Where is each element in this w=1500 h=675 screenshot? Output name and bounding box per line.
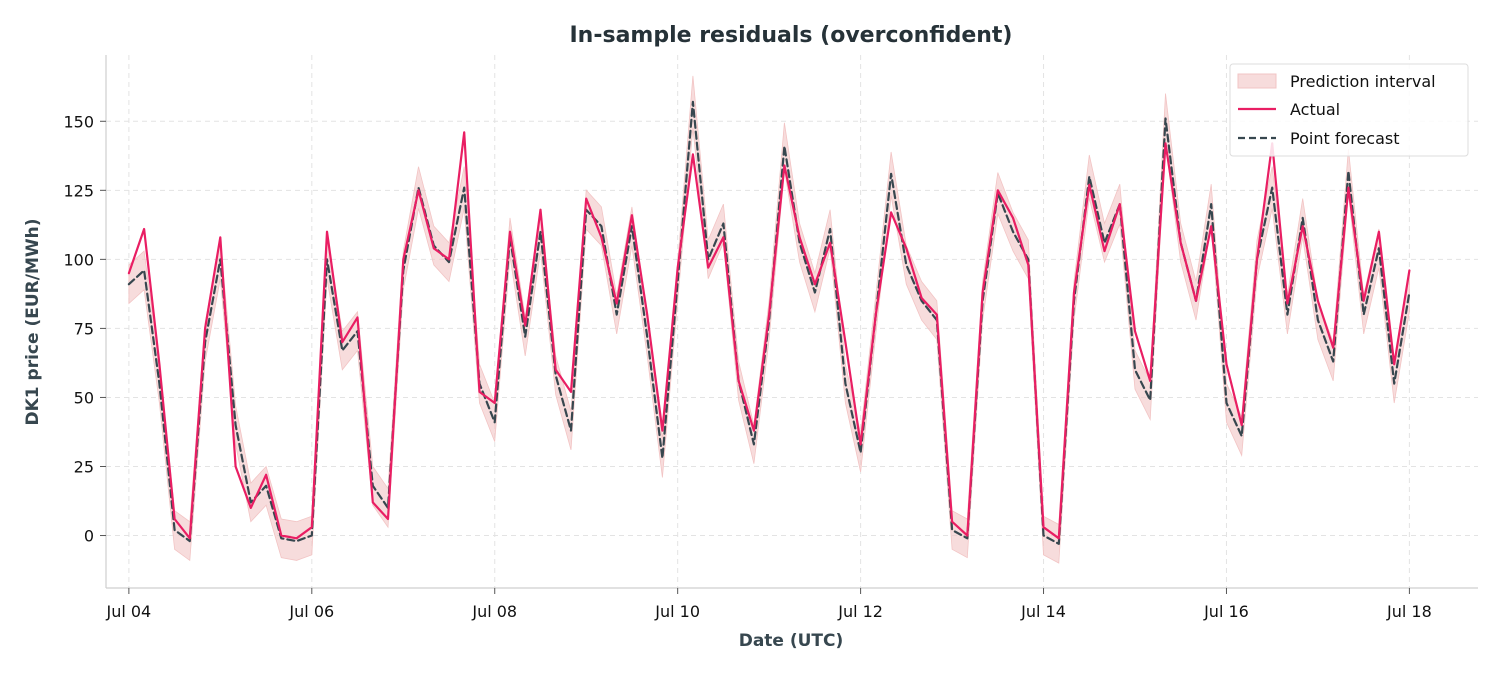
x-tick-label: Jul 10 [654, 602, 700, 621]
legend: Prediction interval Actual Point forecas… [1229, 63, 1469, 157]
y-tick-label: 100 [63, 250, 94, 269]
series-lines [127, 100, 1411, 545]
x-axis-label: Date (UTC) [739, 631, 844, 651]
grid [106, 55, 1478, 588]
x-tick-label: Jul 08 [471, 602, 517, 621]
y-tick-label: 75 [74, 319, 94, 338]
legend-label-forecast: Point forecast [1290, 129, 1400, 148]
chart-title: In-sample residuals (overconfident) [570, 23, 1013, 48]
x-tick-label: Jul 04 [105, 602, 151, 621]
y-ticks: 0 25 50 75 100 125 150 [63, 112, 106, 546]
x-ticks: Jul 04 Jul 06 Jul 08 Jul 10 Jul 12 Jul 14 Jul … [105, 588, 1432, 621]
x-tick-label: Jul 16 [1203, 602, 1249, 621]
x-tick-label: Jul 06 [288, 602, 334, 621]
y-tick-label: 25 [74, 457, 94, 476]
legend-box [1229, 63, 1469, 157]
y-tick-label: 150 [63, 112, 94, 131]
series-line-actual [127, 131, 1411, 540]
x-tick-label: Jul 12 [837, 602, 883, 621]
legend-label-interval: Prediction interval [1290, 72, 1436, 91]
y-tick-label: 125 [63, 181, 94, 200]
x-tick-label: Jul 14 [1020, 602, 1066, 621]
y-axis-label: DK1 price (EUR/MWh) [23, 219, 43, 426]
legend-label-actual: Actual [1290, 100, 1340, 119]
series-line-point-forecast [127, 100, 1411, 545]
legend-swatch-interval [1237, 73, 1277, 89]
y-tick-label: 50 [74, 388, 94, 407]
y-tick-label: 0 [84, 527, 94, 546]
x-tick-label: Jul 18 [1386, 602, 1432, 621]
